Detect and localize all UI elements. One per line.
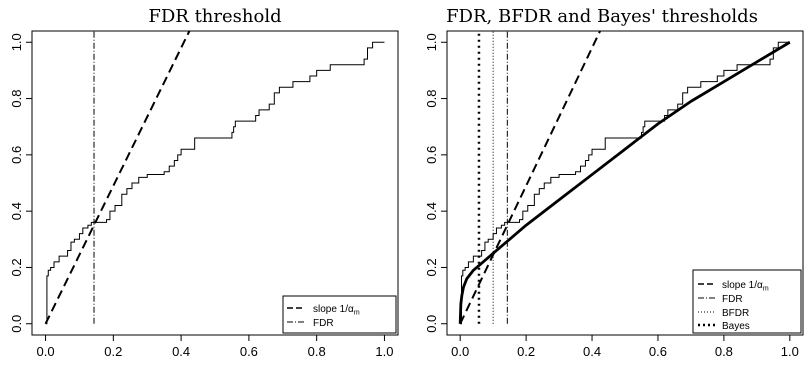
left-y-tick-label: 0.0	[9, 315, 24, 333]
left-y-tick-label: 0.6	[9, 146, 24, 164]
right-y-tick-label: 0.2	[424, 258, 439, 276]
right-y-tick-label: 1.0	[424, 33, 439, 51]
left-y-tick-label: 0.2	[9, 258, 24, 276]
left-y-tick-label: 1.0	[9, 33, 24, 51]
left-x-tick-label: 0.2	[104, 344, 122, 359]
left-lines	[44, 31, 385, 325]
left-x-tick-label: 0.6	[240, 344, 258, 359]
right-panel-title: FDR, BFDR and Bayes' thresholds	[446, 6, 758, 27]
left-legend-slope-label: slope 1/αm	[313, 304, 360, 317]
right-x-tick-label: 0.6	[649, 344, 667, 359]
left-slope-line	[44, 31, 191, 325]
right-y-tick-label: 0.8	[424, 90, 439, 108]
left-plot-frame	[31, 30, 399, 336]
left-y-tick-label: 0.4	[9, 202, 24, 220]
left-legend-box	[282, 295, 397, 334]
right-legend-slope-label: slope 1/αm	[722, 280, 769, 293]
right-plot-area	[458, 31, 791, 325]
right-x-tick-label: 0.4	[583, 344, 601, 359]
right-panel: FDR, BFDR and Bayes' thresholds 0.0 0.2 0.…	[424, 6, 804, 359]
left-x-tick-label: 0.8	[308, 344, 326, 359]
left-x-tick-label: 1.0	[375, 344, 393, 359]
right-y-tick-label: 0.6	[424, 146, 439, 164]
right-x-tick-label: 0.8	[715, 344, 733, 359]
left-y-tick-label: 0.8	[9, 90, 24, 108]
right-slope-line	[459, 31, 602, 325]
left-legend: slope 1/αm FDR	[282, 295, 397, 334]
right-legend-fdr-label: FDR	[722, 294, 743, 305]
right-y-tick-label: 0.0	[424, 315, 439, 333]
right-y-tick-label: 0.4	[424, 202, 439, 220]
left-plot-area	[44, 31, 385, 325]
left-panel-title: FDR threshold	[148, 6, 281, 27]
right-axes: 0.0 0.2 0.4 0.6 0.8 1.0 0.0 0.2 0.4 0.6 0.8 1.0	[424, 33, 799, 359]
right-legend-box	[692, 269, 802, 334]
left-x-tick-label: 0.4	[172, 344, 190, 359]
right-plot-frame	[446, 30, 804, 336]
right-legend: slope 1/αm FDR BFDR Bayes	[692, 269, 802, 334]
right-ecdf-line	[460, 41, 790, 325]
right-x-tick-label: 1.0	[781, 344, 799, 359]
right-lines	[458, 31, 791, 325]
right-mixture-cdf-line	[458, 41, 791, 324]
left-panel: FDR threshold 0.0 0.2 0.4 0.6 0.8 1.00.00.20.…	[9, 6, 399, 359]
left-ecdf-line	[45, 41, 385, 325]
left-legend-fdr-label: FDR	[313, 318, 334, 329]
right-x-tick-label: 0.2	[517, 344, 535, 359]
left-axes: 0.0 0.2 0.4 0.6 0.8 1.0 0.0 0.2 0.4 0.6 0.8 1.0	[9, 33, 393, 359]
right-legend-bfdr-label: BFDR	[722, 308, 749, 319]
right-x-tick-label: 0.0	[451, 344, 469, 359]
right-legend-bayes-label: Bayes	[722, 321, 750, 332]
left-x-tick-label: 0.0	[37, 344, 55, 359]
